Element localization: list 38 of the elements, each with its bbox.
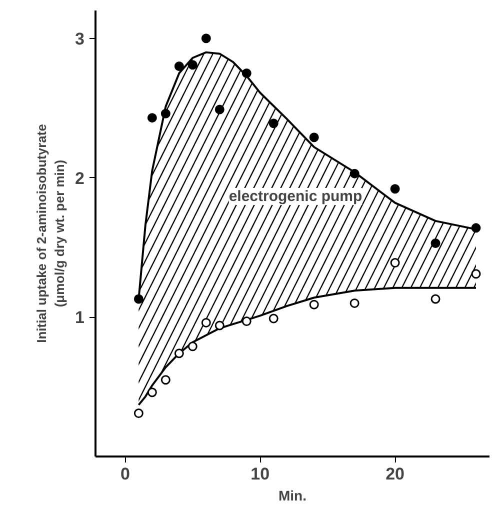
x-tick-label: 0 [120,464,130,484]
line-series [138,286,478,406]
point [430,294,440,304]
point [309,300,319,310]
x-axis-title: Min. [278,488,307,504]
point [471,269,481,279]
point [430,238,440,248]
point [174,348,184,358]
point [471,223,481,233]
point [160,108,170,118]
point [309,132,319,142]
x-tick-label: 10 [250,464,270,484]
point [390,184,400,194]
point [188,60,198,70]
point [174,62,184,71]
point [160,375,170,385]
y-tick-label: 1 [75,308,85,328]
point [268,118,278,128]
point [214,320,224,330]
point [268,314,278,324]
point [350,168,360,178]
point [390,258,400,268]
annotation: electrogenic pump [228,188,362,205]
point [214,104,224,114]
point [242,68,252,78]
point [350,298,360,308]
y-tick-label: 3 [75,29,85,48]
point [147,113,157,123]
point [188,342,198,352]
point [134,408,144,418]
point [201,318,211,328]
point [242,316,252,326]
point [201,34,211,44]
point [147,388,157,398]
x-tick-label: 20 [386,464,405,484]
point [134,294,144,304]
y-axis-title: Initial uptake of 2-aminoisobutyrate (μmol/g dry wt. per min) [34,124,68,343]
y-tick-label: 2 [75,168,85,188]
